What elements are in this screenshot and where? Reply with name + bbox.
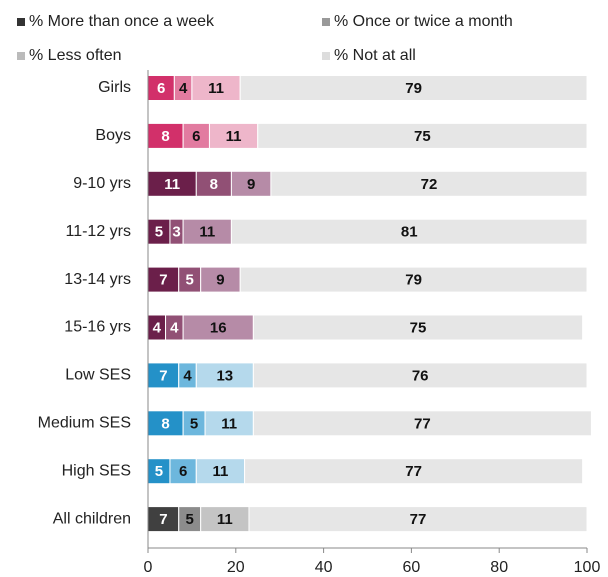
- y-tick-label: Girls: [98, 79, 131, 96]
- bar-segment: [182, 314, 254, 341]
- data-label: 79: [405, 272, 422, 289]
- bar-segment: [208, 122, 259, 149]
- data-label: 75: [414, 128, 431, 145]
- x-tick-label: 40: [315, 559, 333, 576]
- data-label: 77: [410, 511, 427, 528]
- legend-swatch: [322, 18, 330, 26]
- data-label: 8: [210, 176, 218, 193]
- y-tick-label: 15-16 yrs: [64, 319, 131, 336]
- x-tick-label: 20: [227, 559, 245, 576]
- data-label: 7: [159, 272, 167, 289]
- data-label: 5: [186, 272, 194, 289]
- data-label: 11: [164, 176, 180, 193]
- data-label: 7: [159, 367, 167, 384]
- bar-segment: [252, 410, 592, 437]
- data-label: 4: [183, 367, 192, 384]
- bar-segment: [195, 362, 254, 389]
- bar-segment: [200, 506, 250, 533]
- y-tick-label: Boys: [95, 127, 131, 144]
- data-label: 77: [414, 415, 431, 432]
- data-label: 7: [159, 511, 167, 528]
- data-label: 5: [155, 463, 163, 480]
- bar-segment: [204, 410, 254, 437]
- legend-swatch: [322, 52, 330, 60]
- x-tick-label: 80: [490, 559, 508, 576]
- data-label: 9: [216, 272, 224, 289]
- bar-segment: [147, 410, 184, 437]
- data-label: 6: [157, 80, 165, 97]
- data-label: 6: [192, 128, 200, 145]
- bar-segment: [230, 170, 272, 197]
- data-label: 79: [405, 80, 422, 97]
- data-label: 75: [410, 319, 427, 336]
- bar-segment: [230, 218, 588, 245]
- data-label: 11: [217, 511, 233, 528]
- bar-segment: [270, 170, 588, 197]
- data-label: 9: [247, 176, 255, 193]
- data-label: 77: [405, 463, 422, 480]
- y-tick-label: 13-14 yrs: [64, 271, 131, 288]
- bar-segment: [200, 266, 241, 293]
- data-label: 11: [199, 224, 215, 241]
- x-tick-label: 60: [403, 559, 421, 576]
- bar-segment: [252, 362, 588, 389]
- data-label: 11: [226, 128, 242, 145]
- bar-segment: [195, 170, 232, 197]
- y-tick-label: Low SES: [65, 367, 131, 384]
- legend-swatch: [17, 52, 25, 60]
- data-label: 16: [210, 319, 227, 336]
- y-tick-label: High SES: [62, 462, 131, 479]
- data-label: 5: [186, 511, 194, 528]
- x-tick-label: 0: [144, 559, 153, 576]
- data-label: 11: [221, 415, 237, 432]
- bar-segment: [244, 458, 584, 485]
- bar-segment: [182, 122, 210, 149]
- data-label: 13: [216, 367, 233, 384]
- data-label: 76: [412, 367, 429, 384]
- data-label: 11: [213, 463, 229, 480]
- bar-segment: [239, 75, 588, 101]
- bar-segment: [191, 75, 241, 101]
- data-label: 3: [172, 224, 180, 241]
- y-tick-label: Medium SES: [38, 415, 131, 432]
- data-label: 4: [153, 319, 162, 336]
- data-label: 11: [208, 80, 224, 97]
- y-tick-label: 9-10 yrs: [73, 175, 131, 192]
- data-label: 6: [179, 463, 187, 480]
- data-label: 72: [421, 176, 438, 193]
- bar-segment: [248, 506, 588, 533]
- data-label: 4: [179, 80, 188, 97]
- y-tick-label: All children: [53, 510, 131, 527]
- data-label: 5: [190, 415, 198, 432]
- x-tick-label: 100: [574, 559, 601, 576]
- data-label: 8: [161, 128, 169, 145]
- bar-segment: [252, 314, 584, 341]
- legend-swatch: [17, 18, 25, 26]
- bar-segment: [239, 266, 588, 293]
- data-label: 81: [401, 224, 418, 241]
- data-label: 8: [161, 415, 169, 432]
- bar-segment: [257, 122, 588, 149]
- data-label: 5: [155, 224, 163, 241]
- legend-label: % More than once a week: [29, 13, 215, 30]
- legend-label: % Less often: [29, 47, 122, 64]
- data-label: 4: [170, 319, 179, 336]
- bar-segment: [147, 122, 184, 149]
- legend-label: % Not at all: [334, 47, 416, 64]
- y-tick-label: 11-12 yrs: [65, 223, 131, 240]
- legend-label: % Once or twice a month: [334, 13, 513, 30]
- bar-segment: [195, 458, 246, 485]
